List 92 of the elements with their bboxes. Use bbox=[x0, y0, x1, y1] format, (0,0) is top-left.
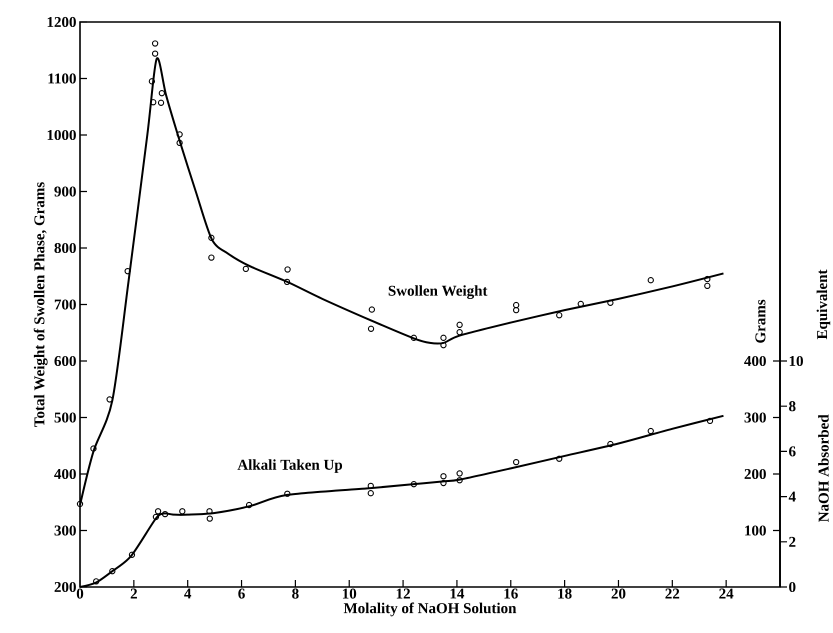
point bbox=[513, 458, 520, 466]
x-tick-label: 24 bbox=[719, 588, 734, 598]
point bbox=[284, 490, 290, 497]
y2-tick-label: 400 bbox=[744, 356, 766, 366]
point bbox=[456, 329, 463, 336]
point bbox=[154, 508, 162, 514]
point bbox=[440, 480, 447, 486]
y-tick-label: 900 bbox=[54, 186, 76, 197]
y-axis-title: Total Weight of Swollen Phase, Grams bbox=[34, 182, 48, 427]
point bbox=[90, 445, 97, 452]
y-tick-label: 1100 bbox=[48, 73, 76, 84]
point bbox=[158, 90, 165, 96]
y-tick-label: 300 bbox=[54, 525, 76, 536]
y2-tick-label: 100 bbox=[745, 525, 766, 536]
y3-tick-label: 4 bbox=[788, 492, 796, 502]
point bbox=[176, 131, 183, 138]
point bbox=[152, 40, 158, 47]
point bbox=[109, 568, 116, 574]
point bbox=[368, 326, 374, 332]
point bbox=[179, 508, 186, 514]
annotation: Alkali Taken Up bbox=[237, 459, 342, 473]
y-tick-label: 500 bbox=[54, 412, 76, 423]
point bbox=[176, 140, 183, 146]
y3-tick-label: 6 bbox=[789, 446, 796, 456]
point bbox=[284, 266, 291, 273]
point bbox=[704, 276, 710, 282]
point bbox=[158, 100, 164, 106]
y-tick-label: 800 bbox=[54, 242, 76, 254]
point bbox=[410, 481, 417, 488]
y-tick-label: 1000 bbox=[48, 130, 76, 140]
point bbox=[148, 78, 156, 84]
x-tick-label: 16 bbox=[504, 588, 518, 599]
y3-axis-title: Equivalent bbox=[816, 270, 830, 340]
point bbox=[124, 268, 131, 274]
y3-tick-label: 10 bbox=[790, 356, 803, 366]
y3-tick-label: 2 bbox=[789, 536, 796, 547]
x-tick-label: 4 bbox=[184, 588, 192, 598]
point bbox=[556, 312, 562, 318]
y-tick-label: 1200 bbox=[48, 16, 76, 28]
point bbox=[456, 322, 463, 328]
point bbox=[704, 282, 710, 290]
y-tick-label: 600 bbox=[54, 356, 76, 366]
point bbox=[556, 456, 562, 462]
x-tick-label: 6 bbox=[238, 588, 245, 599]
point bbox=[368, 306, 375, 313]
x-tick-label: 10 bbox=[342, 588, 356, 599]
y2-tick-label: 200 bbox=[744, 468, 766, 480]
point bbox=[162, 510, 168, 518]
x-tick-label: 12 bbox=[396, 588, 410, 598]
x-axis-title: Molality of NaOH Solution bbox=[344, 602, 516, 616]
point bbox=[440, 342, 447, 348]
point bbox=[208, 254, 215, 261]
point bbox=[206, 515, 213, 522]
x-tick-label: 0 bbox=[76, 588, 84, 599]
point bbox=[706, 418, 714, 424]
point bbox=[152, 50, 158, 57]
x-tick-label: 20 bbox=[612, 588, 626, 599]
point bbox=[456, 470, 463, 477]
point bbox=[128, 552, 136, 558]
point bbox=[513, 307, 520, 314]
point bbox=[150, 99, 156, 106]
point bbox=[607, 300, 614, 306]
x-tick-label: 14 bbox=[450, 588, 464, 598]
point bbox=[368, 490, 374, 496]
point bbox=[440, 473, 447, 480]
point bbox=[106, 396, 113, 403]
y2-axis-title: Grams bbox=[755, 300, 766, 343]
y-tick-label: 400 bbox=[54, 468, 76, 480]
point bbox=[410, 334, 417, 341]
x-tick-label: 2 bbox=[130, 588, 137, 598]
point bbox=[607, 440, 614, 448]
y3-tick-label: 8 bbox=[789, 401, 796, 412]
point bbox=[208, 234, 215, 241]
point bbox=[456, 477, 463, 484]
point bbox=[648, 428, 654, 434]
point bbox=[513, 302, 520, 308]
x-tick-label: 18 bbox=[558, 588, 572, 599]
point bbox=[648, 277, 654, 284]
y-tick-label: 200 bbox=[54, 582, 76, 592]
point bbox=[246, 502, 252, 508]
point bbox=[93, 578, 100, 584]
point bbox=[242, 266, 249, 272]
annotation: Swollen Weight bbox=[388, 285, 488, 299]
x-tick-label: 8 bbox=[292, 588, 299, 599]
point bbox=[284, 278, 290, 286]
x-tick-label: 22 bbox=[665, 588, 680, 598]
point bbox=[440, 334, 447, 341]
y-tick-label: 700 bbox=[54, 299, 76, 310]
text: NaOH Absorbed bbox=[818, 414, 829, 522]
point bbox=[578, 300, 584, 308]
point bbox=[152, 514, 160, 520]
y2-tick-label: 300 bbox=[744, 412, 766, 423]
